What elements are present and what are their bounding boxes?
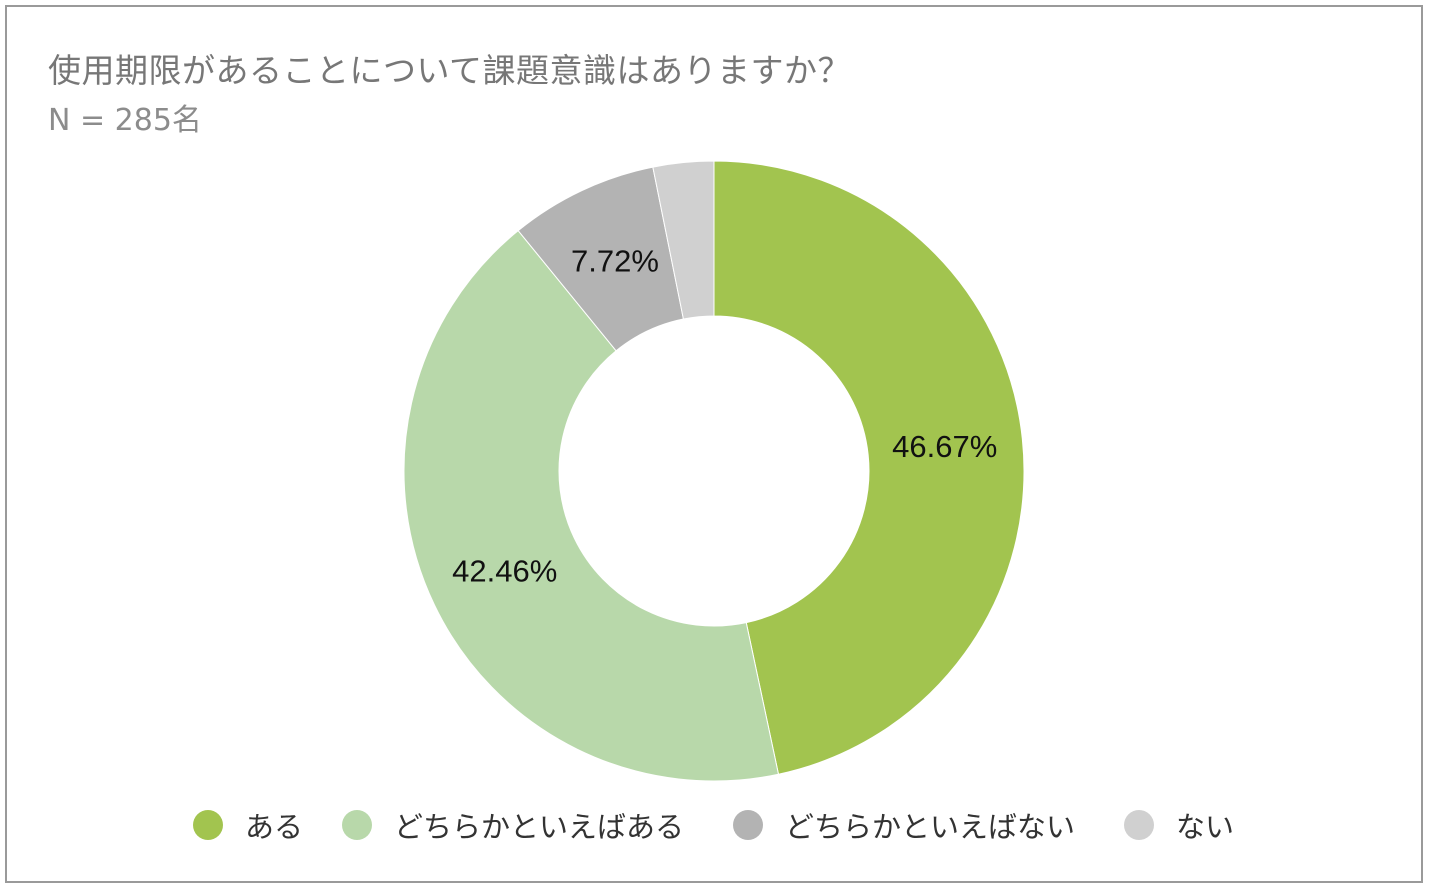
data-label-dochirakatoieba-aru: 42.46% [452, 554, 557, 589]
legend-swatch-dochirakatoieba-aru [342, 810, 372, 840]
data-label-dochirakatoieba-nai: 7.72% [571, 244, 659, 279]
slice-dochirakatoieba-aru [403, 229, 780, 782]
legend-label-nai: ない [1176, 810, 1235, 844]
legend-swatch-aru [193, 810, 223, 840]
legend-item-dochirakatoieba-nai: どちらかといえばない [733, 800, 1075, 850]
legend-label-dochirakatoieba-aru: どちらかといえばある [394, 810, 685, 844]
data-labels: 46.67% 42.46% 7.72% [452, 244, 997, 589]
legend-item-dochirakatoieba-aru: どちらかといえばある [342, 800, 684, 850]
legend-swatch-dochirakatoieba-nai [733, 810, 763, 840]
chart-subtitle: N = 285名 [48, 103, 202, 138]
legend-swatch-nai [1124, 810, 1154, 840]
slice-nai [652, 160, 715, 320]
legend-label-dochirakatoieba-nai: どちらかといえばない [785, 810, 1076, 844]
legend-item-nai: ない [1124, 800, 1234, 850]
data-label-aru: 46.67% [892, 429, 997, 464]
legend-item-aru: ある [193, 800, 303, 850]
chart-title: 使用期限があることについて課題意識はありますか？ [48, 51, 852, 90]
slice-aru [713, 160, 1025, 775]
legend: ある どちらかといえばある どちらかといえばない ない [0, 800, 1430, 850]
donut-slices [403, 160, 1025, 782]
legend-label-aru: ある [245, 810, 304, 844]
